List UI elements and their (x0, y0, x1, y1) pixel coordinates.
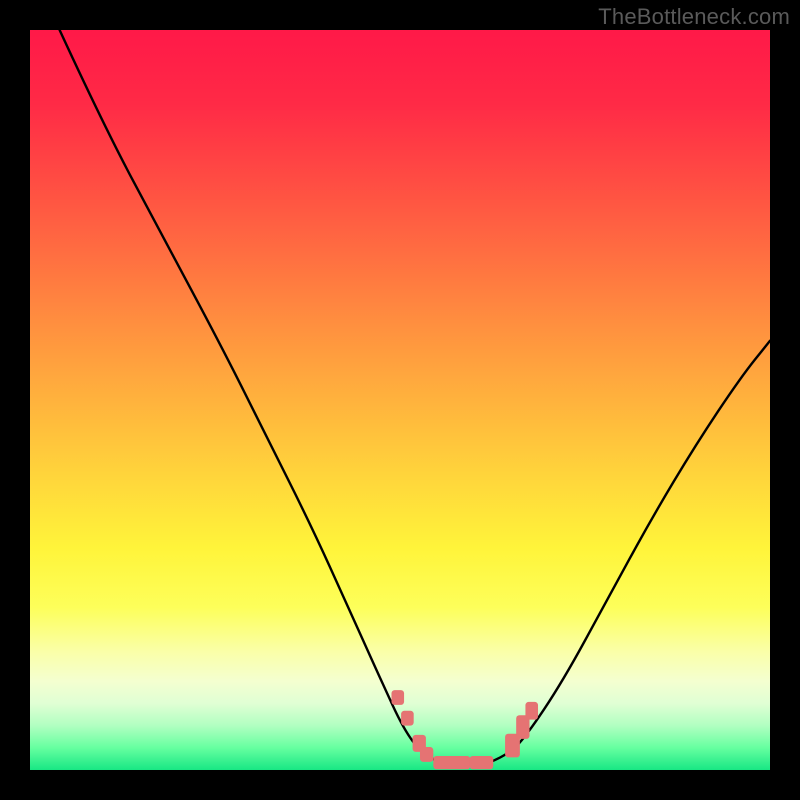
data-marker (420, 747, 433, 762)
chart-stage: TheBottleneck.com (0, 0, 800, 800)
data-marker (433, 756, 470, 769)
data-marker (391, 690, 404, 705)
bottleneck-curve-chart (0, 0, 800, 800)
data-marker (525, 702, 538, 720)
gradient-background (30, 30, 770, 770)
data-marker (470, 756, 494, 769)
data-marker (401, 711, 414, 726)
